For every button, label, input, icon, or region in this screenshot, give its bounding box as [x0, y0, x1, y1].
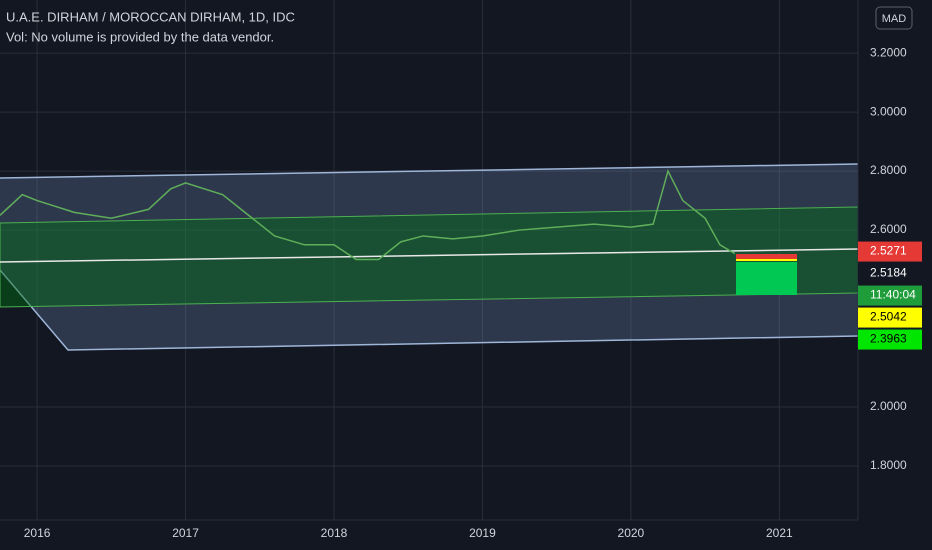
x-tick-label: 2017: [172, 526, 199, 540]
price-label: 2.3963: [870, 332, 907, 346]
y-tick-label: 2.8000: [870, 163, 907, 177]
chart-title: U.A.E. DIRHAM / MOROCCAN DIRHAM, 1D, IDC: [6, 9, 295, 24]
x-tick-label: 2021: [766, 526, 793, 540]
y-tick-label: 2.6000: [870, 222, 907, 236]
position-profit: [736, 262, 797, 295]
price-line: [0, 169, 736, 261]
price-label-box: [858, 241, 922, 262]
price-label: 2.5271: [870, 244, 907, 258]
currency-label[interactable]: MAD: [882, 13, 907, 25]
x-tick-label: 2019: [469, 526, 496, 540]
price-label-box: [858, 263, 922, 284]
countdown-label-box: [858, 285, 922, 306]
price-label-box: [858, 307, 922, 328]
x-tick-label: 2016: [24, 526, 51, 540]
y-tick-label: 3.0000: [870, 104, 907, 118]
price-label-box: [858, 329, 922, 350]
x-tick-label: 2020: [618, 526, 645, 540]
channel-mid: [0, 248, 859, 263]
y-tick-label: 2.0000: [870, 399, 907, 413]
y-tick-label: 3.2000: [870, 45, 907, 59]
price-label: 2.5042: [870, 310, 907, 324]
channel-bottom: [0, 269, 859, 351]
chart-subtitle: Vol: No volume is provided by the data v…: [6, 29, 274, 44]
currency-button[interactable]: [875, 6, 913, 30]
price-label: 2.5184: [870, 266, 907, 280]
channel-top: [0, 163, 859, 179]
plot: [0, 169, 736, 261]
x-tick-label: 2018: [321, 526, 348, 540]
inner-channel: [0, 206, 859, 308]
countdown-label: 11:40:04: [870, 288, 916, 302]
position-loss: [736, 254, 797, 260]
y-tick-label: 1.8000: [870, 458, 907, 472]
